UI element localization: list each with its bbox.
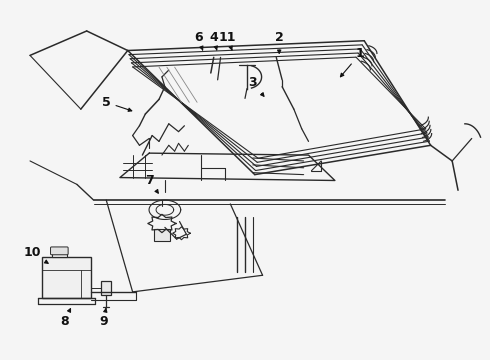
Bar: [42, 257, 91, 298]
Text: 5: 5: [102, 96, 132, 111]
Bar: [154, 229, 170, 241]
Text: 7: 7: [145, 174, 158, 193]
Text: 6: 6: [194, 31, 203, 50]
Text: 10: 10: [23, 246, 48, 263]
Text: 8: 8: [60, 309, 71, 328]
Text: 1: 1: [341, 47, 365, 77]
FancyBboxPatch shape: [50, 247, 68, 255]
Bar: [101, 281, 111, 295]
Text: 11: 11: [219, 31, 236, 50]
Text: 4: 4: [209, 31, 218, 50]
Bar: [51, 249, 67, 257]
Text: 9: 9: [99, 309, 108, 328]
Text: 2: 2: [275, 31, 284, 53]
Text: 3: 3: [248, 76, 264, 96]
